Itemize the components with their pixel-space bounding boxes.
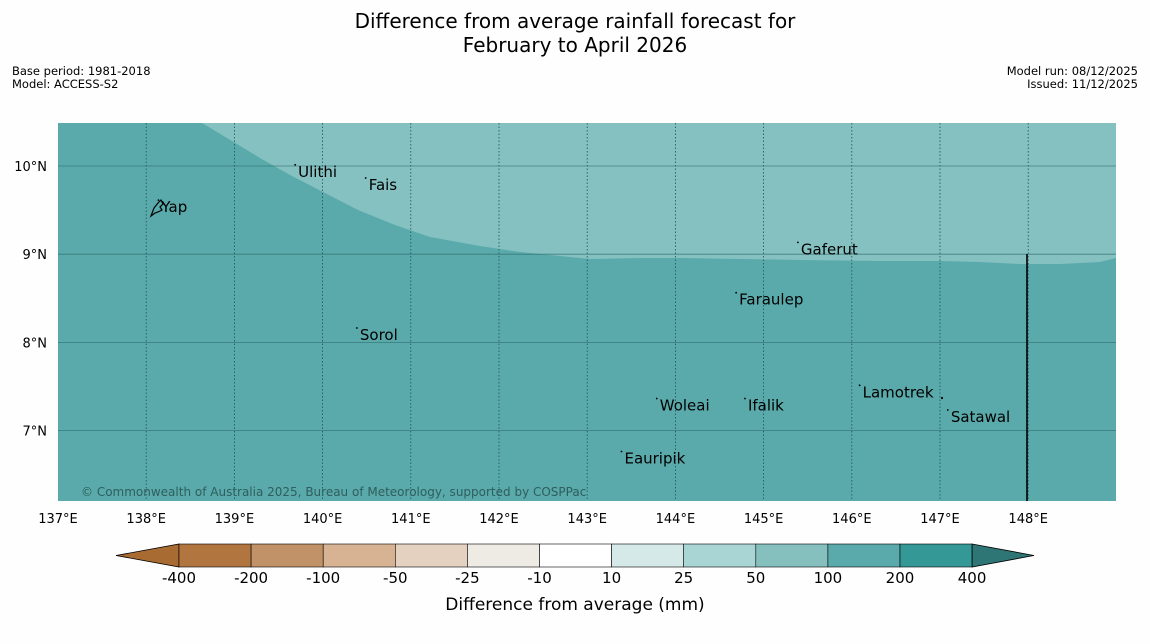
- island-marker: [364, 177, 367, 179]
- island-marker: [796, 241, 799, 244]
- colorbar-tick-label: -10: [527, 569, 552, 587]
- colorbar-segment: [322, 543, 396, 568]
- colorbar-tick-label: 50: [746, 569, 765, 587]
- colorbar-tick-label: -100: [306, 569, 340, 587]
- colorbar-label: Difference from average (mm): [445, 595, 704, 615]
- longitude-tick-label: 145°E: [744, 512, 784, 527]
- island-marker: [157, 199, 160, 202]
- island-marker: [858, 384, 861, 387]
- colorbar-segment: [899, 543, 973, 568]
- colorbar-segment: [467, 543, 540, 568]
- colorbar-tick-label: 400: [958, 569, 987, 587]
- place-label-yap: Yap: [160, 198, 187, 216]
- colorbar-segment: [394, 543, 468, 568]
- colorbar-tick-label: -400: [162, 569, 196, 587]
- island-marker: [940, 396, 944, 400]
- colorbar-segment: [611, 543, 684, 568]
- colorbar-segment: [539, 543, 612, 568]
- colorbar-tick-label: 200: [886, 569, 915, 587]
- longitude-tick-label: 143°E: [567, 512, 607, 527]
- colorbar-tick-label: -200: [234, 569, 268, 587]
- colorbar: -400 -200 -100 -50 -25 -10 10 25 50 100 200 400: [115, 543, 1035, 587]
- latitude-tick-label: 9°N: [23, 248, 48, 263]
- issued-text: Issued: 11/12/2025: [1027, 77, 1138, 91]
- colorbar-tick-label: 100: [814, 569, 843, 587]
- meta-left: Base period: 1981-2018 Model: ACCESS-S2: [12, 65, 151, 91]
- place-label-faraulep: Faraulep: [739, 291, 803, 309]
- colorbar-segment: [250, 543, 324, 568]
- island-marker: [744, 397, 746, 400]
- latitude-tick-label: 10°N: [14, 160, 47, 175]
- place-labels: Yap Ulithi Fais Gaferut Faraulep Sorol Lamotre…: [157, 163, 1010, 467]
- title-line-2: February to April 2026: [462, 33, 688, 57]
- place-label-sorol: Sorol: [360, 326, 398, 344]
- model-text: Model: ACCESS-S2: [12, 77, 119, 91]
- latitude-tick-label: 7°N: [23, 425, 48, 440]
- latitude-tick-label: 8°N: [23, 336, 48, 351]
- colorbar-extend-high: [971, 543, 1035, 568]
- chart-title: Difference from average rainfall forecas…: [0, 9, 1150, 57]
- yap-island-outline: [149, 198, 164, 218]
- title-line-1: Difference from average rainfall forecas…: [354, 9, 796, 33]
- place-label-lamotrek: Lamotrek: [863, 383, 934, 401]
- island-marker: [735, 291, 738, 294]
- longitude-tick-label: 146°E: [832, 512, 872, 527]
- longitude-tick-label: 142°E: [479, 512, 519, 527]
- island-marker: [294, 163, 297, 166]
- place-label-ifalik: Ifalik: [748, 397, 784, 415]
- place-label-satawal: Satawal: [951, 408, 1010, 426]
- longitude-tick-label: 139°E: [215, 512, 255, 527]
- island-marker: [355, 327, 358, 329]
- island-marker: [946, 409, 949, 411]
- anomaly-band-100-200: [202, 123, 1116, 264]
- longitude-tick-label: 138°E: [126, 512, 166, 527]
- place-label-eauripik: Eauripik: [624, 449, 685, 467]
- copyright-text: © Commonwealth of Australia 2025, Bureau…: [81, 485, 586, 499]
- meta-right: Model run: 08/12/2025 Issued: 11/12/2025: [1007, 65, 1138, 91]
- colorbar-tick-label: 10: [602, 569, 621, 587]
- longitude-tick-label: 144°E: [656, 512, 696, 527]
- longitude-tick-label: 137°E: [38, 512, 78, 527]
- longitude-tick-label: 140°E: [303, 512, 343, 527]
- model-run-text: Model run: 08/12/2025: [1006, 64, 1138, 78]
- colorbar-segment: [827, 543, 901, 568]
- place-label-fais: Fais: [369, 176, 398, 194]
- colorbar-tick-label: 25: [674, 569, 693, 587]
- place-label-ulithi: Ulithi: [298, 163, 337, 181]
- base-period-text: Base period: 1981-2018: [12, 64, 151, 78]
- longitude-tick-label: 147°E: [920, 512, 960, 527]
- map-gridlines: [58, 123, 1116, 501]
- place-label-woleai: Woleai: [660, 397, 710, 415]
- colorbar-tick-label: -50: [383, 569, 408, 587]
- longitude-tick-label: 141°E: [391, 512, 431, 527]
- island-marker: [655, 397, 658, 400]
- colorbar-segment: [178, 543, 252, 568]
- place-label-gaferut: Gaferut: [801, 240, 858, 258]
- colorbar-tick-label: -25: [455, 569, 480, 587]
- colorbar-segment: [755, 543, 829, 568]
- longitude-tick-label: 148°E: [1008, 512, 1048, 527]
- axis-ticks: 137°E 138°E 139°E 140°E 141°E 142°E 143°E 144°E…: [14, 160, 1048, 527]
- colorbar-segment: [683, 543, 757, 568]
- island-marker: [620, 450, 623, 453]
- colorbar-extend-low: [115, 543, 180, 568]
